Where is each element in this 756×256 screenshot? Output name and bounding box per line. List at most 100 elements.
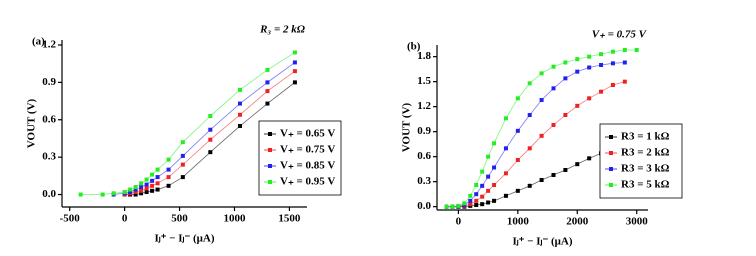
data-point — [527, 183, 532, 188]
y-tick-label: 0.9 — [417, 125, 431, 137]
data-point — [587, 156, 592, 161]
data-point — [587, 96, 592, 101]
data-point — [610, 83, 615, 87]
data-point — [133, 185, 138, 190]
data-point — [155, 175, 160, 180]
data-point — [474, 183, 479, 187]
legend-marker — [268, 164, 272, 168]
legend-label: R3 = 2 kΩ — [621, 147, 670, 159]
y-tick-label: 1.2 — [42, 39, 56, 51]
data-point — [503, 171, 508, 176]
x-tick-label: 3000 — [626, 216, 649, 228]
data-point — [100, 192, 105, 197]
data-point — [468, 202, 473, 207]
y-tick-label: 1.2 — [417, 100, 431, 112]
data-point — [503, 146, 508, 151]
data-point — [527, 81, 532, 86]
y-tick-label: 1.8 — [417, 50, 431, 62]
data-point — [551, 64, 556, 69]
data-point — [155, 167, 160, 172]
data-point — [111, 191, 116, 196]
data-point — [539, 178, 544, 182]
data-point — [208, 127, 213, 132]
data-point — [503, 193, 508, 198]
y-tick-label: 0.0 — [417, 200, 431, 212]
data-point — [492, 141, 497, 146]
data-point — [155, 181, 160, 186]
data-point — [563, 113, 568, 117]
data-point — [503, 116, 508, 121]
legend-marker — [268, 132, 272, 136]
data-point — [486, 200, 491, 205]
panel-label: (a) — [32, 36, 45, 48]
data-point — [480, 169, 485, 174]
data-point — [599, 52, 604, 57]
data-point — [139, 188, 144, 193]
data-point — [265, 101, 270, 106]
data-point — [166, 157, 171, 162]
data-point — [139, 191, 144, 196]
data-point — [237, 101, 242, 106]
data-point — [166, 175, 171, 180]
data-point — [599, 89, 604, 94]
data-point — [150, 188, 155, 193]
data-point — [551, 86, 556, 91]
data-point — [492, 183, 497, 187]
series-line — [446, 81, 625, 208]
data-point — [144, 182, 149, 187]
data-point — [515, 128, 520, 133]
data-point — [166, 167, 171, 172]
data-point — [155, 187, 160, 192]
y-axis-label: VOUT (V) — [26, 98, 38, 148]
data-point — [133, 192, 138, 197]
data-point — [610, 49, 615, 54]
data-point — [208, 114, 213, 119]
legend-box — [599, 123, 683, 199]
y-tick-label: 0.3 — [417, 175, 431, 187]
data-point — [128, 190, 133, 195]
y-tick-label: 0.3 — [42, 151, 56, 163]
data-point — [527, 113, 532, 117]
legend-marker — [609, 183, 613, 187]
data-point — [539, 133, 544, 138]
data-point — [78, 192, 83, 197]
data-point — [144, 186, 149, 191]
data-point — [139, 185, 144, 190]
data-point — [539, 98, 544, 102]
data-point — [575, 162, 580, 167]
x-tick-label: 0 — [456, 216, 462, 228]
data-point — [527, 146, 532, 151]
data-point — [575, 69, 580, 74]
x-tick-label: -500 — [60, 213, 81, 225]
data-point — [551, 173, 556, 177]
data-point — [610, 61, 615, 66]
x-tick-label: 2000 — [566, 216, 589, 228]
data-point — [462, 201, 467, 206]
data-point — [208, 150, 213, 155]
data-point — [265, 67, 270, 72]
data-point — [622, 79, 627, 84]
x-tick-label: 1000 — [223, 213, 246, 225]
data-point — [144, 177, 149, 182]
data-point — [539, 71, 544, 76]
data-point — [575, 57, 580, 62]
y-axis-label: VOUT (V) — [401, 102, 413, 152]
panel-label: (b) — [407, 41, 421, 53]
data-point — [180, 153, 185, 158]
data-point — [474, 192, 479, 197]
y-tick-label: 0.6 — [42, 113, 56, 125]
data-point — [480, 194, 485, 199]
data-point — [492, 165, 497, 170]
data-point — [450, 204, 455, 209]
legend-label: V₊ = 0.85 V — [280, 160, 335, 172]
data-point — [480, 183, 485, 188]
legend-marker — [609, 151, 613, 155]
data-point — [515, 96, 520, 101]
data-point — [474, 198, 479, 203]
data-point — [587, 65, 592, 70]
y-tick-label: 0.9 — [42, 76, 56, 88]
data-point — [468, 198, 473, 203]
data-point — [292, 80, 297, 85]
series-line — [80, 52, 296, 195]
legend-marker — [268, 180, 272, 184]
